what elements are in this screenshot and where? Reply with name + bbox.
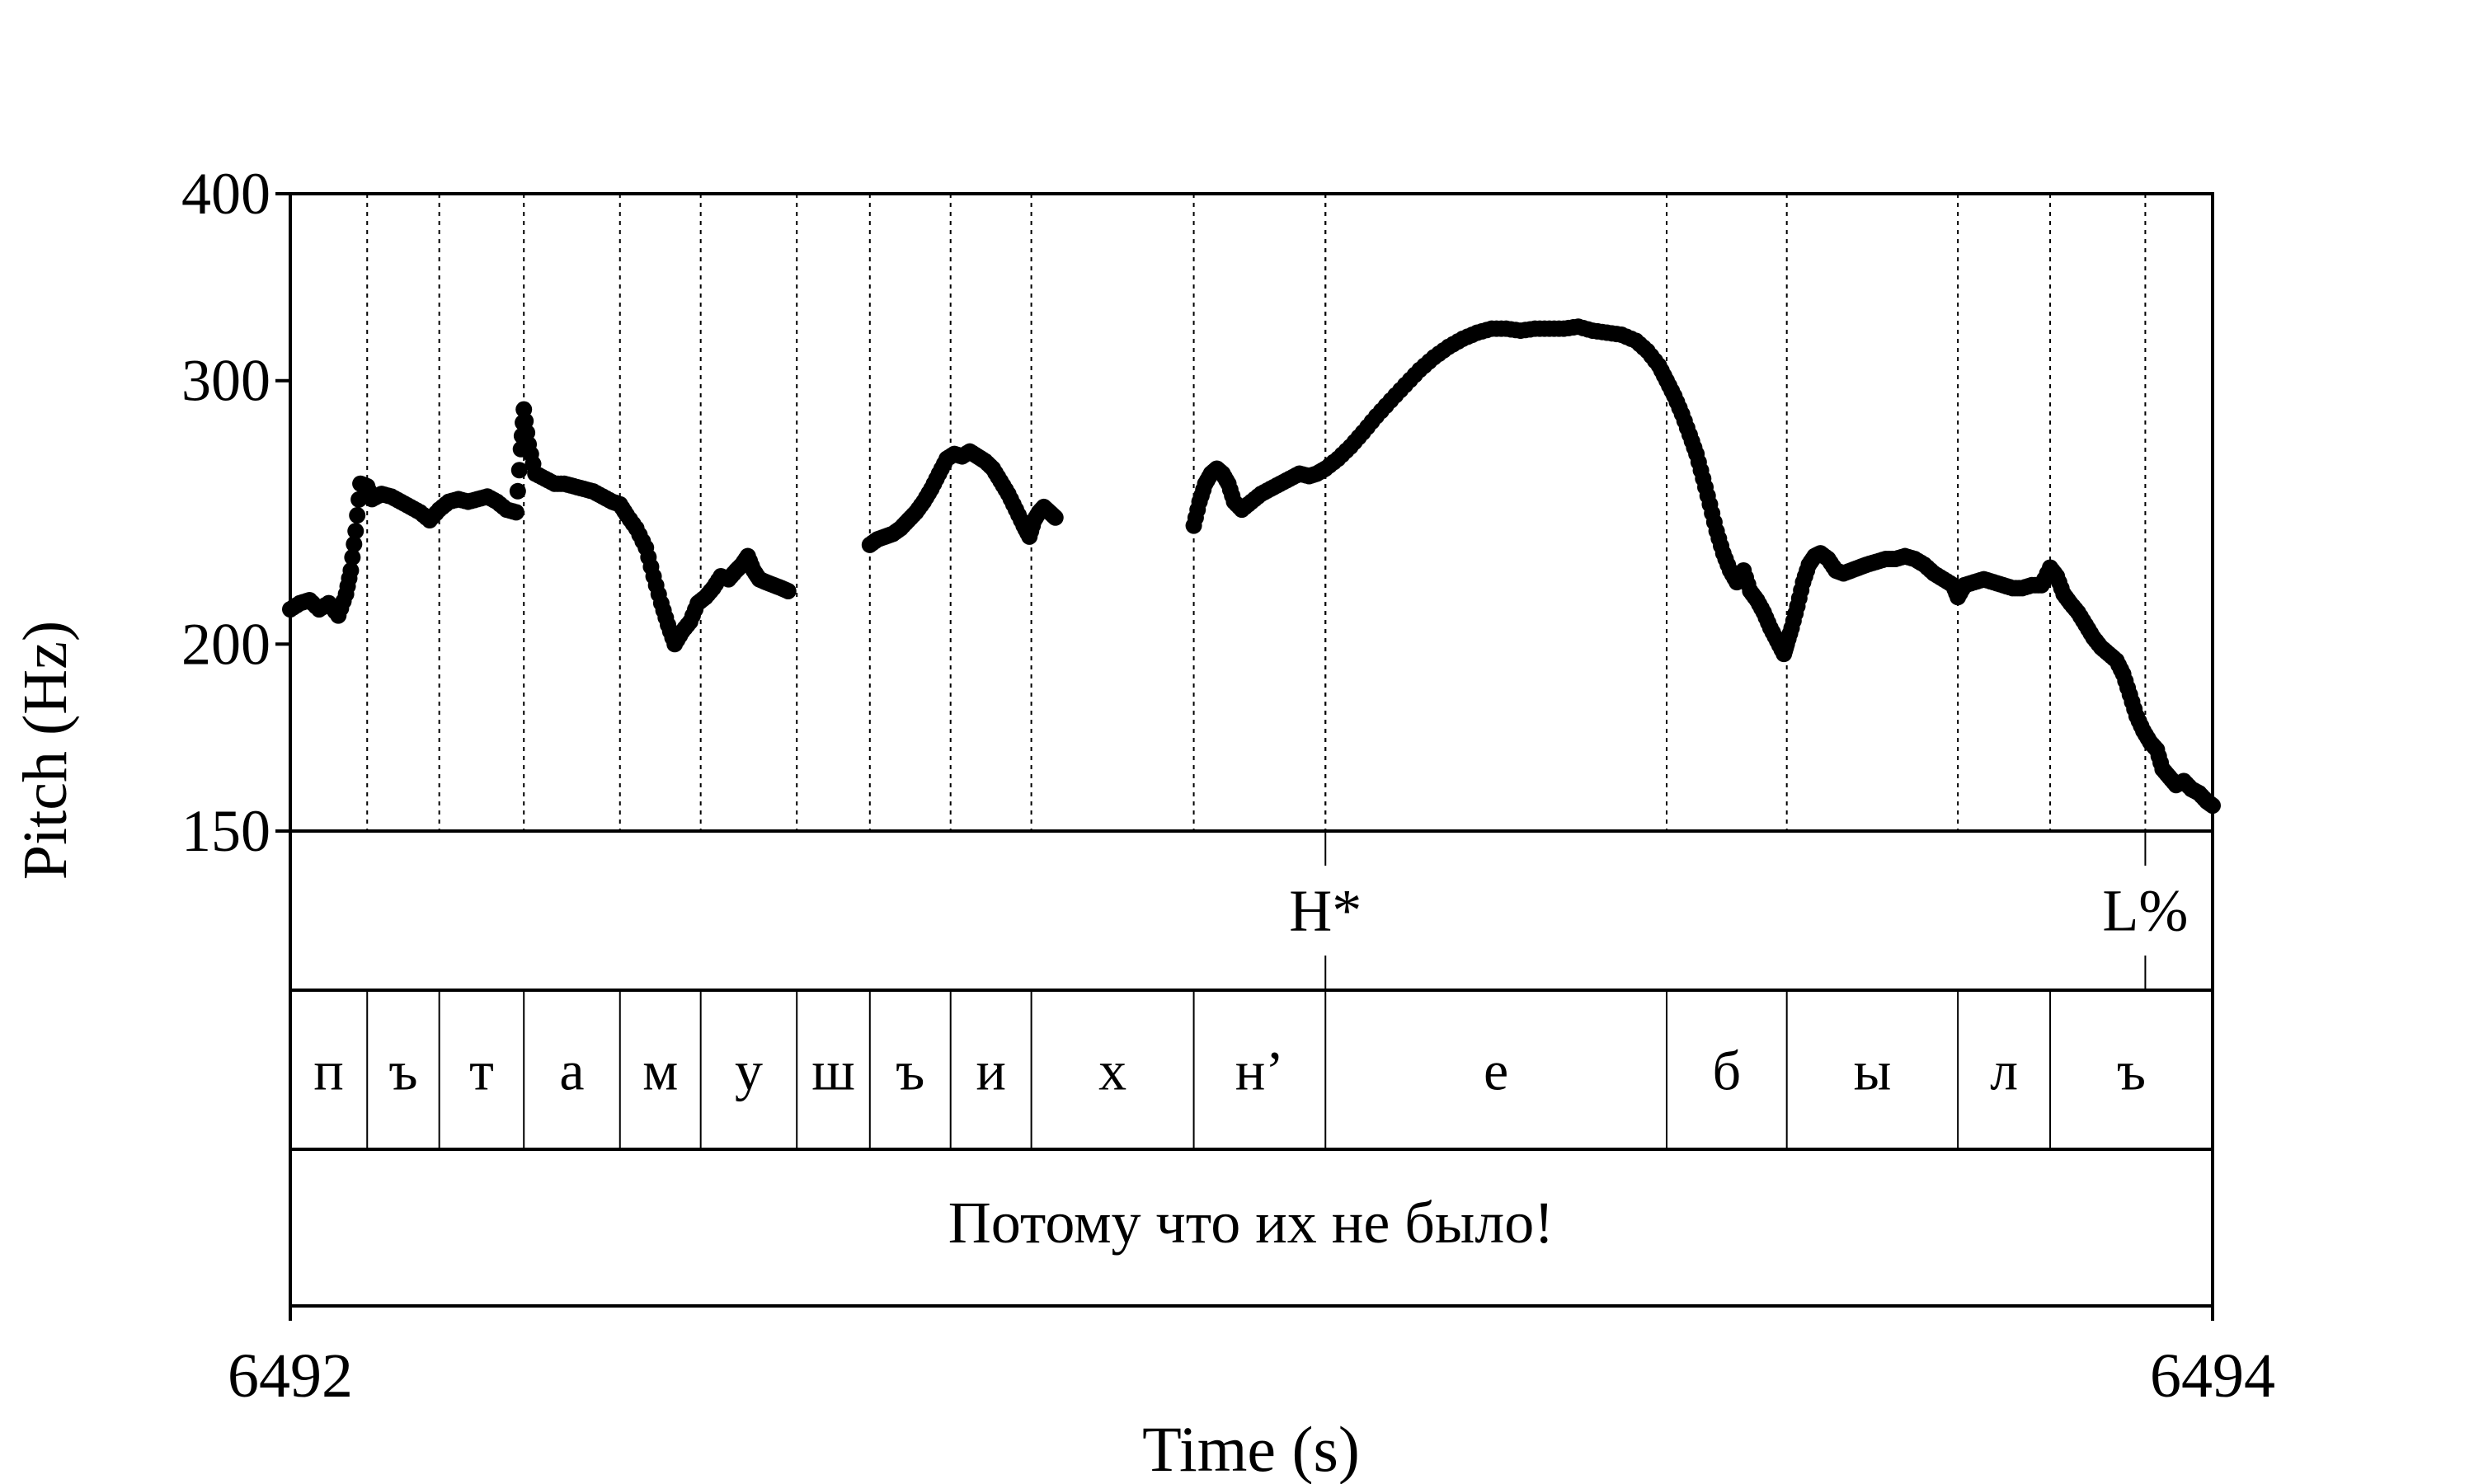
segment-label: а [559, 1040, 584, 1102]
y-axis-label: Pitch (Hz) [11, 621, 80, 880]
y-axis: 150 200 300 400 [181, 161, 290, 864]
sentence-label: Потому что их не было! [948, 1190, 1554, 1256]
segment-tier: п ъ т а м у ш ъ и х н’ е б ы л ъ [313, 1040, 2146, 1102]
segment-label: п [313, 1040, 343, 1102]
segment-label: н’ [1235, 1040, 1284, 1102]
pitch-point [2204, 797, 2221, 815]
plot-frame [289, 192, 2214, 1308]
segment-label: х [1098, 1040, 1126, 1102]
segment-label: м [642, 1040, 678, 1102]
pitch-point [342, 561, 360, 579]
segment-label: т [469, 1040, 494, 1102]
segment-label: и [976, 1040, 1005, 1102]
y-tick-label: 300 [181, 348, 270, 414]
pitch-point [510, 462, 528, 479]
segment-label: ъ [896, 1040, 924, 1102]
segment-boundaries [366, 194, 2052, 1149]
plot-border [289, 192, 2214, 1308]
pitch-point [344, 549, 361, 566]
pitch-point [349, 507, 366, 524]
pitch-point [1047, 509, 1064, 526]
x-axis: 6492 6494 [228, 1306, 2275, 1411]
segment-label: ы [1854, 1040, 1892, 1102]
pitch-track [282, 318, 2221, 815]
y-tick-label: 150 [181, 798, 270, 864]
x-tick-label: 6494 [2150, 1341, 2275, 1411]
tone-label: H* [1289, 878, 1362, 944]
segment-label: е [1484, 1040, 1508, 1102]
pitch-point [507, 504, 524, 521]
segment-label: ъ [388, 1040, 417, 1102]
tone-label: L% [2102, 878, 2188, 944]
x-tick-label: 6492 [228, 1341, 353, 1411]
y-tick-label: 400 [181, 161, 270, 227]
pitch-point [347, 523, 365, 540]
tone-tier: H* L% [1289, 194, 2188, 990]
y-tick-label: 200 [181, 611, 270, 677]
segment-label: у [735, 1040, 763, 1102]
pitch-point [346, 536, 363, 553]
segment-label: л [1990, 1040, 2018, 1102]
pitch-point [509, 482, 526, 500]
segment-label: ъ [2117, 1040, 2146, 1102]
pitch-point [779, 582, 797, 599]
segment-label: ш [811, 1040, 854, 1102]
segment-label: б [1713, 1040, 1742, 1102]
x-axis-label: Time (s) [1142, 1413, 1360, 1484]
